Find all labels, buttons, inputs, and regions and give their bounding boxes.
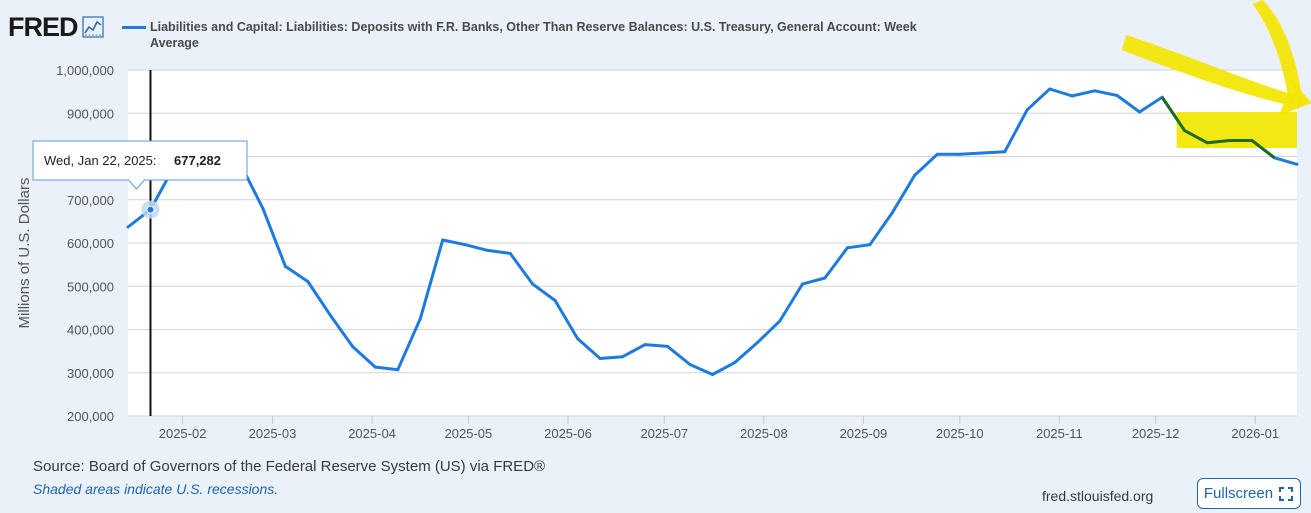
x-tick-label: 2025-09 (840, 426, 888, 441)
y-axis-label: Millions of U.S. Dollars (16, 178, 33, 329)
data-point (755, 340, 759, 344)
yellow-stroke-annotation (1252, 0, 1303, 104)
hover-marker (141, 200, 160, 219)
source-note: Source: Board of Governors of the Federa… (33, 458, 546, 475)
highlight-annotation (1121, 0, 1311, 159)
data-point (913, 173, 917, 177)
x-tick-label: 2025-07 (640, 426, 688, 441)
data-point (980, 151, 984, 155)
y-tick-label: 700,000 (67, 193, 114, 208)
y-tick-label: 200,000 (67, 409, 114, 424)
data-point (1025, 108, 1029, 112)
x-tick-label: 2025-08 (740, 426, 788, 441)
data-point (711, 372, 714, 376)
y-tick-label: 400,000 (67, 323, 114, 338)
y-tick-label: 900,000 (67, 106, 114, 121)
series-title: Liabilities and Capital: Liabilities: De… (150, 20, 917, 50)
data-point (531, 282, 535, 286)
site-url[interactable]: fred.stlouisfed.org (1042, 488, 1154, 504)
data-point (576, 337, 580, 341)
x-tick-label: 2026-01 (1231, 426, 1279, 441)
x-tick-label: 2025-04 (348, 426, 396, 441)
data-point (1070, 94, 1074, 98)
data-point (373, 365, 377, 369)
x-tick-label: 2025-12 (1132, 426, 1180, 441)
data-point (283, 264, 287, 268)
data-point (733, 360, 737, 364)
data-point (441, 238, 445, 242)
data-point (1003, 150, 1007, 154)
x-tick-label: 2025-06 (544, 426, 592, 441)
y-tick-label: 300,000 (67, 366, 114, 381)
tooltip-date: Wed, Jan 22, 2025: (44, 153, 157, 168)
tooltip: Wed, Jan 22, 2025: 677,282 (32, 140, 248, 190)
data-point (823, 276, 827, 280)
fred-logo[interactable]: FRED (8, 12, 104, 42)
y-axis-ticks: 200,000 300,000 400,000 500,000 600,000 700,0… (56, 63, 114, 424)
x-tick-label: 2025-10 (936, 426, 984, 441)
data-point (868, 243, 872, 247)
data-point (598, 356, 602, 360)
y-tick-label: 1,000,000 (56, 63, 114, 78)
data-point (261, 206, 265, 210)
data-point (666, 344, 670, 348)
data-point (778, 319, 782, 323)
highlighted-series-segment (1160, 96, 1276, 159)
fullscreen-button[interactable]: Fullscreen (1197, 478, 1301, 509)
data-point (553, 299, 557, 303)
yellow-arrow-annotation (1121, 35, 1311, 116)
data-point (508, 251, 512, 255)
fred-logo-text: FRED (8, 11, 78, 42)
gridlines (128, 69, 1297, 417)
data-point (958, 152, 962, 156)
y-tick-label: 500,000 (67, 279, 114, 294)
data-point (643, 343, 647, 347)
y-tick-label: 600,000 (67, 236, 114, 251)
line-chart-icon (81, 16, 104, 38)
yellow-highlight-band (1176, 112, 1297, 148)
x-axis-ticks: 2025-02 2025-03 2025-04 2025-05 2025-06 2025-… (159, 416, 1279, 441)
data-point (126, 225, 130, 229)
data-point (1093, 89, 1097, 93)
data-point (351, 345, 355, 349)
x-tick-label: 2025-02 (159, 426, 207, 441)
data-point (845, 246, 849, 250)
data-point (396, 368, 400, 372)
fullscreen-label: Fullscreen (1203, 485, 1274, 502)
data-point (463, 243, 467, 247)
hover-point (146, 205, 155, 214)
x-tick-label: 2025-03 (249, 426, 297, 441)
recession-note: Shaded areas indicate U.S. recessions. (33, 481, 279, 497)
data-point (890, 211, 894, 215)
data-point (800, 282, 804, 286)
data-point (688, 363, 692, 367)
data-point (935, 152, 939, 156)
x-tick-label: 2025-05 (445, 426, 493, 441)
expand-icon (1279, 486, 1294, 501)
legend-swatch (122, 26, 146, 29)
data-point (1295, 162, 1299, 166)
tooltip-value: 677,282 (174, 153, 221, 168)
data-point (328, 313, 332, 317)
data-point (1115, 94, 1119, 98)
x-tick-label: 2025-11 (1036, 426, 1083, 441)
data-point (621, 355, 625, 359)
data-point (418, 317, 422, 321)
data-point (486, 248, 490, 252)
data-point (1138, 110, 1142, 114)
data-point (1048, 87, 1052, 91)
tooltip-box (32, 140, 248, 190)
data-point (306, 279, 310, 283)
